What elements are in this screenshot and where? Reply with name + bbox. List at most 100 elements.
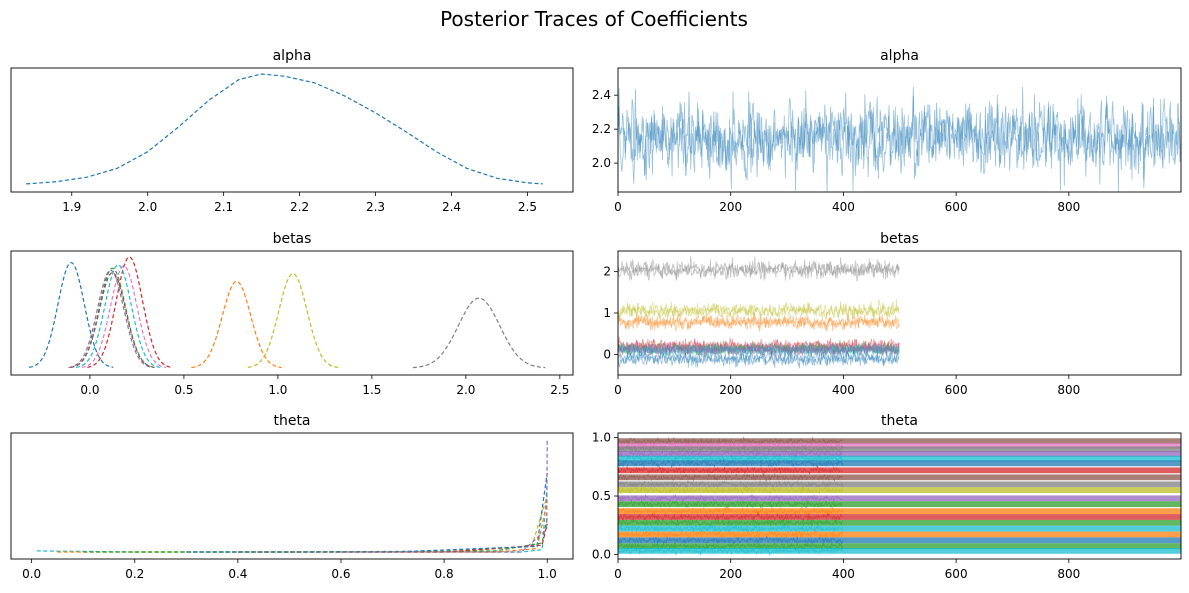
theta-band-7 — [618, 474, 1181, 481]
x-tick-label: 0.6 — [331, 567, 350, 581]
trace-series-2 — [618, 312, 900, 332]
x-tick-label: 0.0 — [80, 383, 99, 397]
theta-band-0 — [618, 438, 1181, 445]
y-tick-label: 0 — [603, 347, 611, 361]
axes-frame — [10, 250, 574, 376]
y-tick-label: 0.0 — [592, 547, 611, 561]
theta-band-1 — [618, 442, 1181, 449]
x-tick-label: 800 — [1057, 567, 1080, 581]
x-tick-label: 0.8 — [435, 567, 454, 581]
trace-series-6 — [618, 342, 900, 358]
trace-series-7 — [618, 341, 900, 358]
trace-series-5 — [618, 340, 900, 358]
panel-title: alpha — [273, 48, 312, 64]
theta-band-19 — [618, 547, 1181, 554]
x-tick-label: 2.0 — [138, 200, 157, 214]
axes-frame — [617, 250, 1182, 376]
x-tick-label: 0 — [614, 567, 622, 581]
theta-band-10 — [618, 495, 1181, 502]
theta-trace-3 — [618, 449, 844, 459]
panel-betas-kde: betas 0.0 0.5 1.0 1.5 2.0 2.5 — [10, 231, 574, 397]
theta-trace-9 — [618, 485, 844, 495]
panel-theta-trace: theta 0 200 400 600 800 0.0 0.5 1.0 — [592, 413, 1182, 581]
x-tick-label: 600 — [945, 567, 968, 581]
theta-trace-1 — [618, 441, 844, 451]
x-tick-label: 400 — [832, 383, 855, 397]
plot-area — [618, 436, 1181, 556]
x-tick-label: 2.3 — [366, 200, 385, 214]
x-tick-label: 1.5 — [362, 383, 381, 397]
figure-title: Posterior Traces of Coefficients — [440, 7, 748, 31]
trace-series-3 — [618, 336, 900, 355]
theta-trace-7 — [618, 472, 844, 483]
theta-band-3 — [618, 451, 1181, 457]
x-tick-label: 600 — [945, 200, 968, 214]
x-tick-label: 1.0 — [268, 383, 287, 397]
theta-trace-19 — [618, 545, 844, 556]
theta-trace-4 — [618, 454, 844, 465]
kde-series-6 — [70, 271, 155, 368]
x-tick-label: 0 — [614, 200, 622, 214]
kde-series-1 — [57, 500, 548, 553]
theta-band-4 — [618, 455, 1181, 462]
theta-trace-10 — [618, 493, 843, 503]
plot-area — [28, 256, 546, 369]
trace-series-6 — [618, 341, 900, 359]
x-tick-label: 2.1 — [214, 200, 233, 214]
panel-title: theta — [881, 413, 918, 429]
x-tick-label: 0.4 — [228, 567, 247, 581]
kde-series-8 — [247, 272, 339, 368]
plot-area — [618, 256, 900, 369]
y-tick-label: 0.5 — [592, 489, 611, 503]
y-tick-label: 2.0 — [592, 156, 611, 170]
theta-trace-0 — [618, 436, 843, 446]
theta-trace-12 — [618, 506, 844, 516]
theta-band-18 — [618, 543, 1181, 550]
trace-series-8 — [618, 348, 900, 369]
x-tick-label: 800 — [1057, 383, 1080, 397]
y-tick-label: 2 — [603, 265, 611, 279]
kde-series-0 — [28, 261, 114, 368]
panel-betas-trace: betas 0 200 400 600 800 0 1 2 — [603, 231, 1182, 397]
y-tick-label: 2.2 — [592, 122, 611, 136]
x-tick-label: 600 — [945, 383, 968, 397]
theta-band-6 — [618, 467, 1181, 474]
trace-series-5 — [618, 339, 900, 358]
plot-area — [36, 438, 548, 553]
trace-chain-1 — [618, 86, 1181, 189]
trace-series-0 — [618, 256, 900, 281]
x-tick-label: 1.9 — [62, 200, 81, 214]
theta-trace-17 — [618, 535, 844, 545]
trace-chain-0 — [618, 86, 1181, 192]
x-tick-label: 200 — [719, 567, 742, 581]
x-tick-label: 0.5 — [174, 383, 193, 397]
x-tick-label: 2.2 — [290, 200, 309, 214]
kde-series-4 — [70, 267, 155, 368]
kde-series-0 — [26, 73, 543, 185]
kde-series-2 — [134, 495, 548, 553]
theta-band-9 — [618, 487, 1181, 494]
trace-series-4 — [618, 338, 900, 357]
theta-trace-11 — [618, 499, 844, 509]
x-tick-label: 2.4 — [442, 200, 461, 214]
theta-band-17 — [618, 537, 1181, 544]
panel-title: betas — [880, 231, 919, 247]
theta-trace-2 — [618, 444, 844, 455]
trace-series-8 — [618, 348, 900, 368]
x-tick-label: 2.5 — [550, 383, 569, 397]
axes-frame — [10, 67, 574, 193]
x-tick-label: 200 — [719, 200, 742, 214]
x-tick-label: 0 — [614, 383, 622, 397]
theta-band-5 — [618, 460, 1181, 467]
theta-trace-8 — [618, 480, 844, 489]
x-tick-label: 800 — [1057, 200, 1080, 214]
x-tick-label: 1.0 — [538, 567, 557, 581]
y-tick-label: 1 — [603, 306, 611, 320]
trace-series-4 — [618, 339, 900, 360]
theta-band-16 — [618, 531, 1181, 538]
theta-trace-6 — [618, 465, 844, 475]
axes-frame — [617, 432, 1182, 560]
x-tick-label: 2.0 — [456, 383, 475, 397]
